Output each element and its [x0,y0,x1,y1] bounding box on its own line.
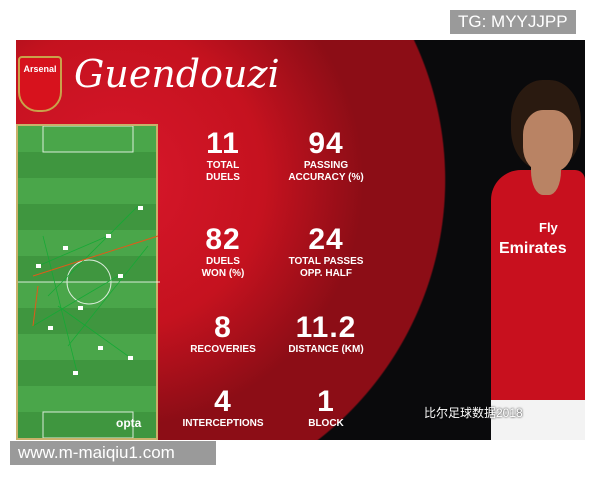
stat-block: 1 BLOCK [271,386,381,430]
stat-value: 11.2 [295,311,357,344]
stat-recoveries: 8 RECOVERIES [168,312,278,356]
stat-label: TOTAL PASSES OPP. HALF [288,256,364,279]
stat-value: 4 [214,385,232,418]
player-shirt: Fly Emirates [491,170,585,400]
player-hands [531,135,561,195]
stat-label: PASSING ACCURACY (%) [288,160,364,183]
stat-label: TOTAL DUELS [206,160,240,183]
stat-value: 1 [317,385,335,418]
shirt-sponsor-fly: Fly [539,220,558,235]
stat-value: 11 [206,127,240,160]
opta-logo: opta [116,416,142,430]
stat-value: 94 [308,127,344,160]
site-watermark: www.m-maiqiu1.com [10,441,216,465]
arsenal-crest-logo: Arsenal [18,56,62,112]
stat-interceptions: 4 INTERCEPTIONS [168,386,278,430]
stat-total-duels: 11 TOTAL DUELS [168,128,278,184]
pass-markers [36,206,143,375]
pass-map [18,126,160,438]
penalty-box-bottom [42,411,134,438]
stat-label: RECOVERIES [190,344,256,355]
penalty-box-top [42,126,134,153]
stat-label: BLOCK [308,418,344,429]
pass-map-pitch: opta [16,124,160,440]
stat-value: 24 [308,223,344,256]
stat-label: INTERCEPTIONS [182,418,264,429]
stat-label: DUELS WON (%) [201,256,245,279]
stat-passes-opp-half: 24 TOTAL PASSES OPP. HALF [271,224,381,280]
stat-distance: 11.2 DISTANCE (KM) [271,312,381,356]
stat-duels-won: 82 DUELS WON (%) [168,224,278,280]
player-photo: Fly Emirates [471,80,585,440]
pass-lines [32,205,149,377]
shirt-sponsor-emirates: Emirates [499,240,567,257]
stat-passing-accuracy: 94 PASSING ACCURACY (%) [271,128,381,184]
center-circle [66,259,112,305]
player-signature: Guendouzi [74,52,280,96]
stat-value: 82 [205,223,241,256]
crest-text: Arsenal [23,64,57,74]
infographic: Arsenal Guendouzi opta 11 TOTAL DUELS 94 P… [16,40,585,440]
player-shorts [491,400,585,440]
tg-watermark: TG: MYYJJPP [450,10,576,34]
stat-label: DISTANCE (KM) [288,344,364,355]
stat-value: 8 [214,311,232,344]
key-pass-lines [32,235,159,327]
wechat-watermark: 比尔足球数据2018 [424,406,523,420]
